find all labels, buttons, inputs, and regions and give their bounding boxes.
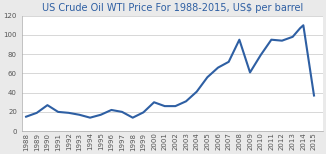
Title: US Crude Oil WTI Price For 1988-2015, US$ per barrel: US Crude Oil WTI Price For 1988-2015, US…: [41, 4, 303, 13]
